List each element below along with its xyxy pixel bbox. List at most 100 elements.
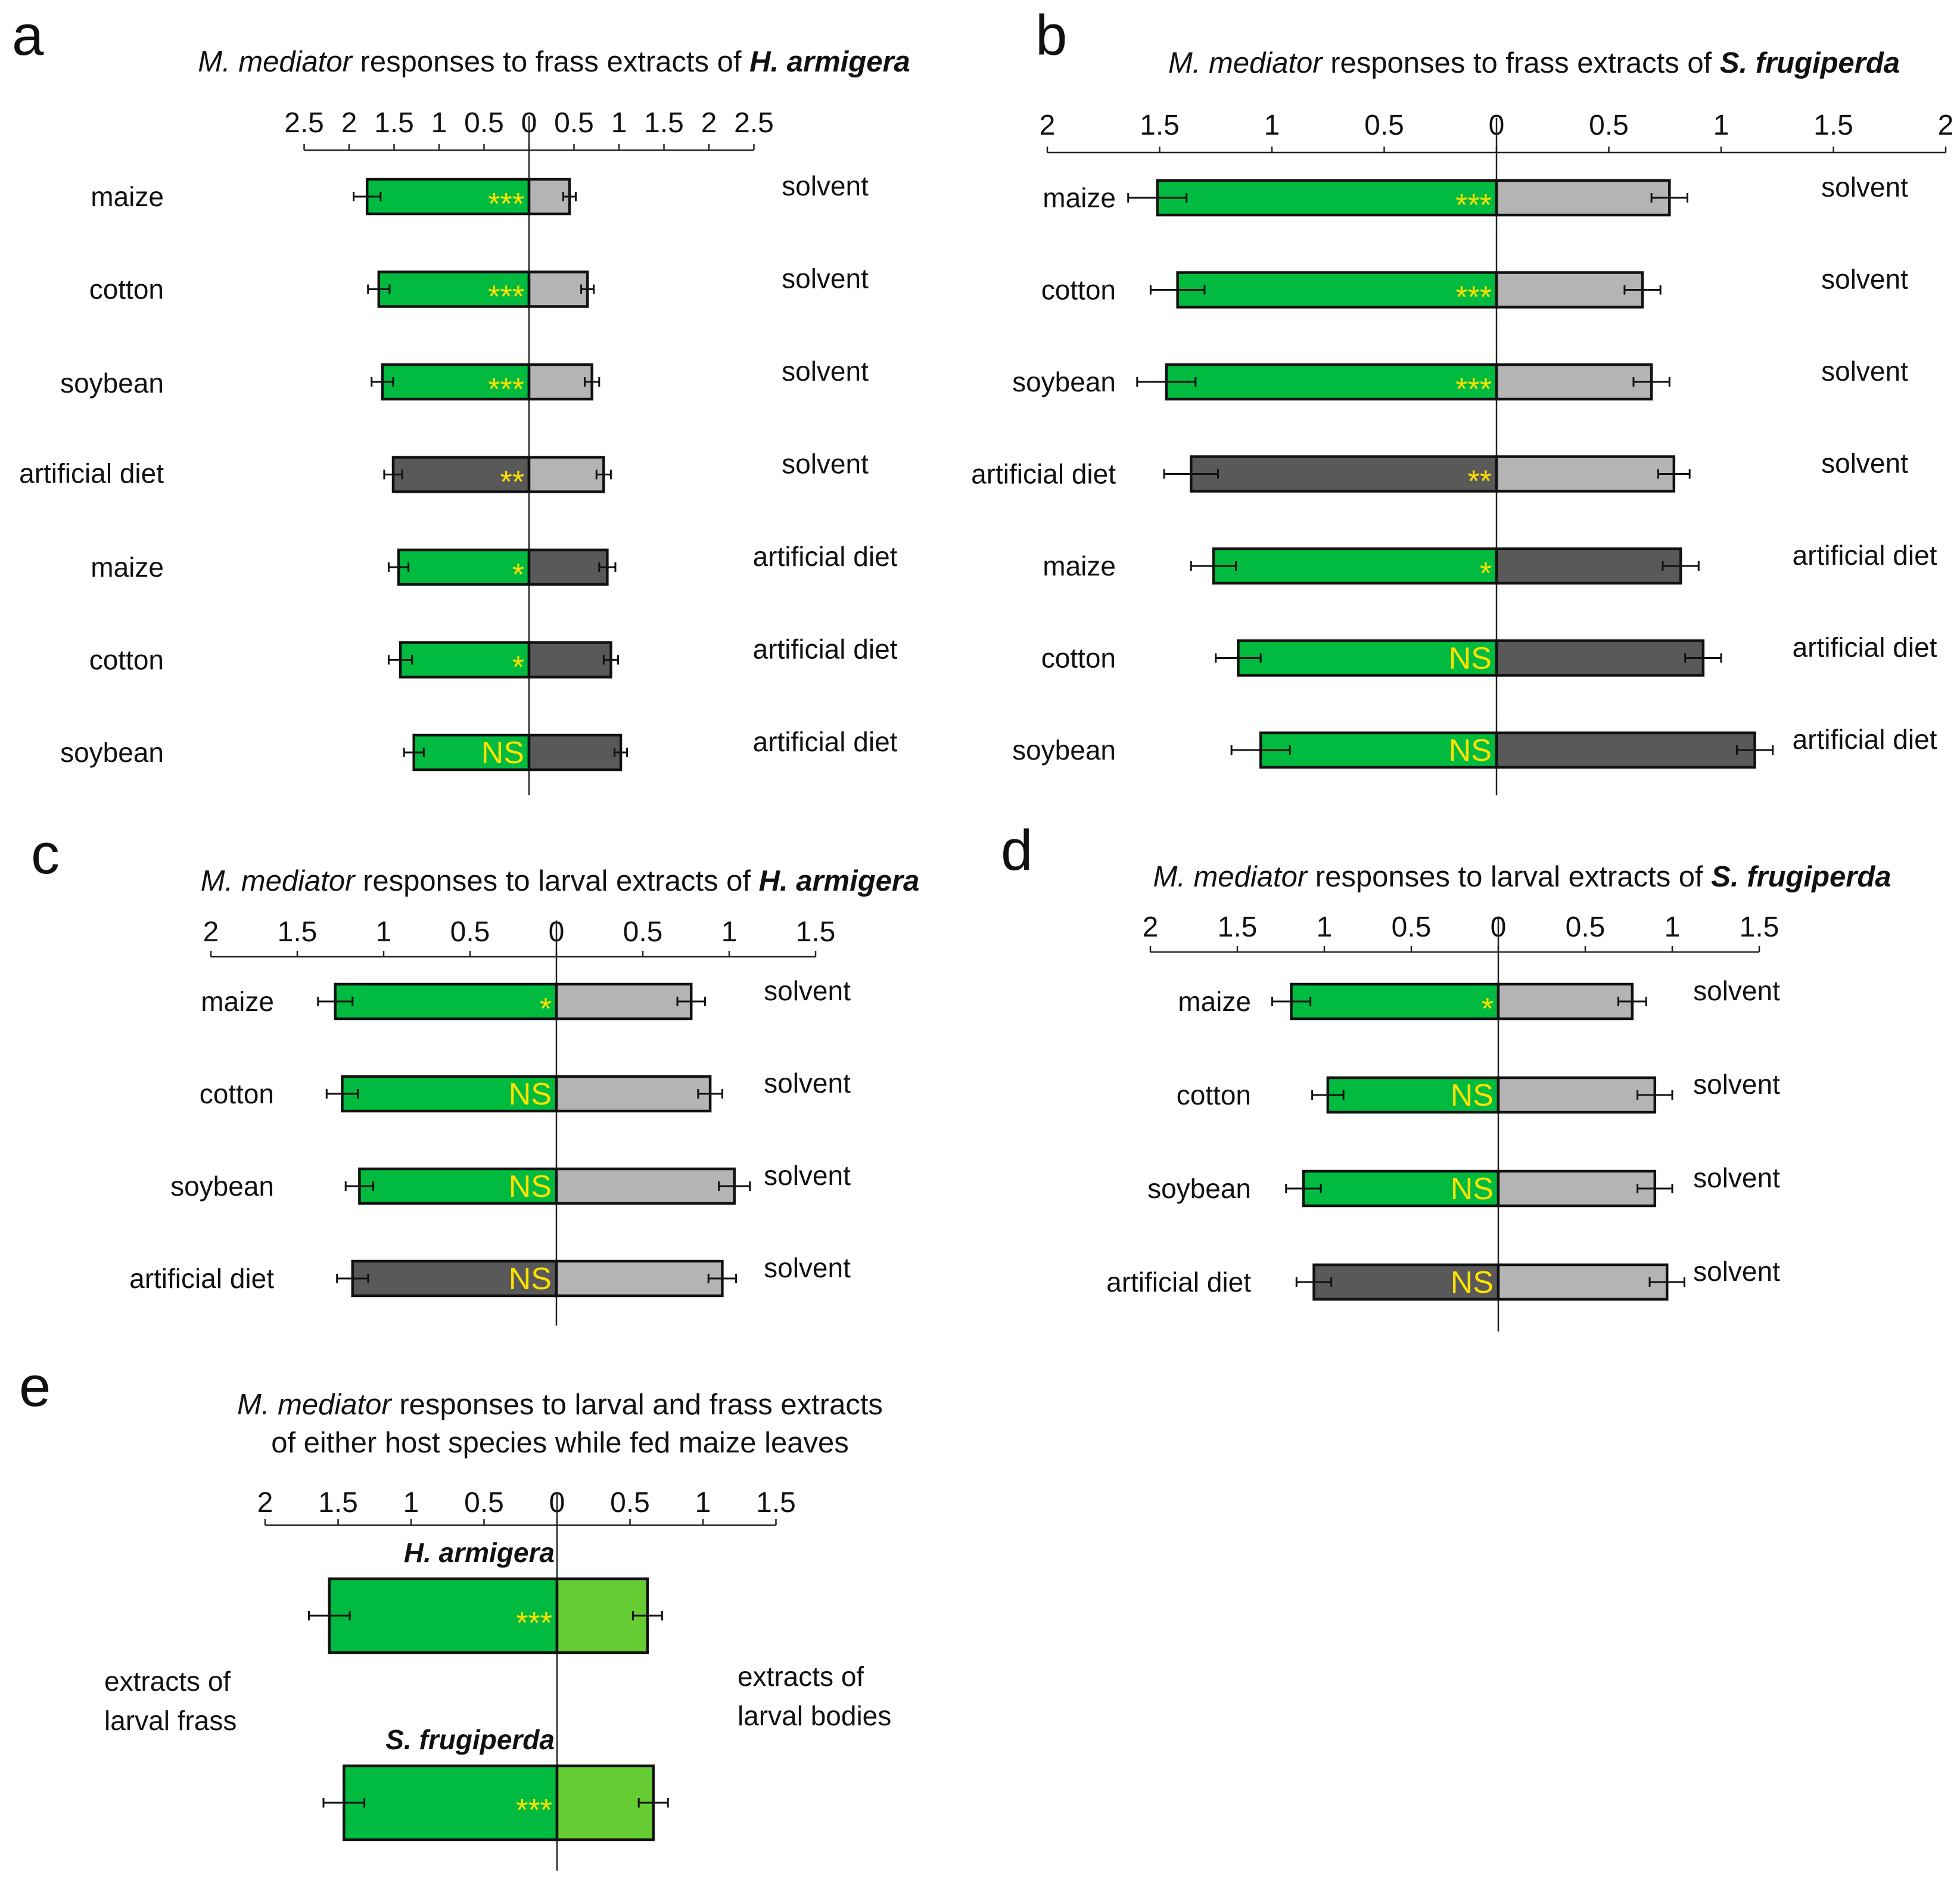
right-row-label: solvent xyxy=(764,1160,851,1191)
x-tick-label: 1.5 xyxy=(318,1487,358,1519)
left-row-label: artificial diet xyxy=(129,1263,274,1294)
right-row-label: artificial diet xyxy=(1793,724,1937,755)
left-row-label: maize xyxy=(91,181,164,212)
right-row-label: artificial diet xyxy=(753,541,898,572)
x-tick-label: 1.5 xyxy=(1740,911,1779,943)
bar-row: NS cotton solvent xyxy=(200,1068,851,1113)
significance-label: NS xyxy=(509,1077,552,1112)
bar-row: *** soybean solvent xyxy=(1012,356,1908,407)
x-tick-label: 1.5 xyxy=(756,1487,796,1519)
title-part: S. frugiperda xyxy=(1711,861,1891,893)
bar-row: NS soybean artificial diet xyxy=(60,726,898,771)
bar-row: *** H. armigera xyxy=(308,1537,663,1654)
x-tick-label: 1 xyxy=(611,107,627,139)
bar-row: * maize artificial diet xyxy=(1043,540,1937,591)
panel-letter: e xyxy=(19,1355,51,1418)
left-bar xyxy=(351,1259,558,1298)
x-axis: 2.5 2 1.5 1 0.5 0 0.5 1 1.5 2 2.5 xyxy=(284,107,774,795)
right-bar xyxy=(1495,455,1676,493)
left-row-label: maize xyxy=(201,986,274,1017)
right-error-bar xyxy=(676,997,706,1006)
bar-row: NS artificial diet solvent xyxy=(129,1252,851,1298)
bar-row: *** soybean solvent xyxy=(60,356,869,407)
left-row-label: cotton xyxy=(200,1078,274,1109)
right-error-bar xyxy=(1657,469,1691,479)
x-tick-label: 1.5 xyxy=(644,107,684,139)
left-error-bar xyxy=(371,377,394,387)
x-tick-label: 2 xyxy=(1143,911,1159,943)
left-error-bar xyxy=(1136,377,1197,387)
left-group-label: larval frass xyxy=(104,1705,237,1736)
right-row-label: solvent xyxy=(782,170,869,201)
left-row-label: artificial diet xyxy=(971,459,1116,490)
right-row-label: solvent xyxy=(1693,1162,1780,1193)
right-error-bar xyxy=(584,377,601,387)
bar-row: NS soybean solvent xyxy=(1147,1162,1780,1208)
x-tick-label: 1 xyxy=(403,1487,419,1519)
significance-label: * xyxy=(540,992,552,1026)
significance-label: NS xyxy=(481,736,524,770)
x-tick-label: 1 xyxy=(695,1487,711,1519)
bar-row: *** cotton solvent xyxy=(1041,264,1908,315)
x-tick-label: 2.5 xyxy=(284,107,324,139)
significance-label: NS xyxy=(509,1169,552,1204)
right-error-bar xyxy=(602,655,619,665)
x-tick-label: 2 xyxy=(1938,110,1954,141)
right-bar xyxy=(1497,1169,1657,1208)
title-part: responses to larval and frass extracts xyxy=(391,1389,883,1421)
bar-row: *** maize solvent xyxy=(1043,172,1908,223)
title-part: M. mediator xyxy=(237,1389,392,1421)
right-bar xyxy=(527,456,605,493)
panel-letter: a xyxy=(12,4,44,67)
right-error-bar xyxy=(1648,1277,1685,1287)
host-label: S. frugiperda xyxy=(385,1724,555,1755)
left-error-bar xyxy=(383,469,403,480)
bar-row: * maize solvent xyxy=(201,975,851,1026)
x-tick-label: 2 xyxy=(203,916,219,948)
chart-title: M. mediator responses to larval extracts… xyxy=(201,865,919,897)
left-row-label: cotton xyxy=(1177,1080,1251,1110)
left-bar xyxy=(1212,547,1498,585)
right-bar xyxy=(527,641,612,679)
panel-a: a M. mediator responses to frass extracts… xyxy=(12,4,910,795)
right-error-bar xyxy=(1684,653,1722,663)
left-bar xyxy=(1165,363,1498,401)
title-part: M. mediator xyxy=(201,865,356,897)
title-part: M. mediator xyxy=(1168,47,1323,79)
right-error-bar xyxy=(1637,1090,1673,1100)
right-row-label: artificial diet xyxy=(1793,540,1937,571)
panel-d: d M. mediator responses to larval extract… xyxy=(1001,819,1891,1332)
title-part: responses to larval extracts of xyxy=(354,865,758,897)
x-tick-label: 0.5 xyxy=(554,107,594,139)
right-error-bar xyxy=(697,1089,723,1099)
left-error-bar xyxy=(325,1089,359,1099)
significance-label: NS xyxy=(1451,1265,1494,1300)
bar-row: NS soybean solvent xyxy=(170,1160,851,1205)
right-error-bar xyxy=(580,284,595,294)
left-error-bar xyxy=(317,997,354,1006)
right-row-label: solvent xyxy=(1693,1069,1780,1100)
title-part: of either host species while fed maize l… xyxy=(271,1427,849,1459)
x-tick-label: 1.5 xyxy=(374,107,414,139)
panel-letter: d xyxy=(1001,819,1032,882)
right-row-label: artificial diet xyxy=(753,634,898,665)
left-row-label: soybean xyxy=(170,1171,274,1202)
right-bar xyxy=(1495,271,1644,309)
left-error-bar xyxy=(344,1181,375,1191)
right-row-label: solvent xyxy=(1821,356,1908,387)
left-row-label: soybean xyxy=(1147,1173,1251,1204)
left-bar xyxy=(1326,1076,1500,1114)
bar-row: *** maize solvent xyxy=(91,170,869,222)
title-part: responses to larval extracts of xyxy=(1307,861,1711,893)
left-error-bar xyxy=(387,562,410,572)
right-bar xyxy=(527,270,589,308)
left-row-label: maize xyxy=(91,552,164,583)
right-row-label: solvent xyxy=(1821,172,1908,203)
left-row-label: maize xyxy=(1043,550,1116,581)
bar-row: NS cotton solvent xyxy=(1177,1069,1780,1114)
bar-row: NS soybean artificial diet xyxy=(1012,724,1937,769)
left-error-bar xyxy=(1311,1090,1345,1100)
x-tick-label: 2.5 xyxy=(734,107,774,139)
left-bar xyxy=(1176,271,1498,309)
x-tick-label: 1 xyxy=(721,916,738,948)
